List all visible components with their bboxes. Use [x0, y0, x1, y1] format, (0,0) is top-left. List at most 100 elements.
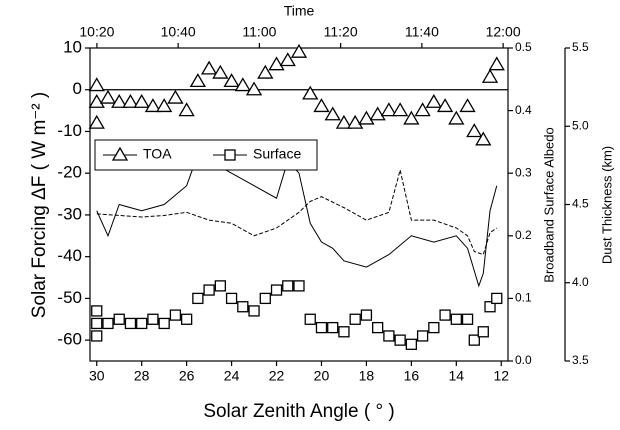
triangle-marker	[448, 110, 465, 125]
square-marker	[405, 338, 418, 350]
triangle-marker	[488, 56, 505, 71]
square-marker	[484, 301, 496, 313]
x2-tick-label: 11:40	[405, 24, 439, 40]
y-tick-label: 10	[63, 37, 82, 56]
triangle-marker	[466, 123, 483, 138]
y2-tick-label: 0.0	[515, 353, 532, 367]
y-axis-label: Solar Forcing ΔF ( W m⁻² )	[29, 92, 50, 318]
square-marker	[416, 330, 429, 342]
square-marker	[349, 313, 361, 325]
triangle-marker	[391, 102, 409, 117]
legend-marker	[224, 149, 236, 161]
square-marker	[203, 284, 215, 296]
square-marker	[439, 309, 451, 321]
square-marker	[136, 317, 148, 330]
legend-label: TOA	[143, 146, 172, 162]
y2-axis-label: Broadband Surface Albedo	[541, 127, 556, 282]
triangle-marker	[313, 98, 330, 113]
triangle-marker	[414, 102, 431, 117]
square-marker	[192, 292, 204, 305]
triangle-marker	[290, 43, 308, 58]
y2-tick-label: 0.3	[515, 165, 532, 179]
y-tick-label: -10	[57, 121, 82, 140]
x-tick-label: 28	[134, 368, 150, 384]
x-tick-label: 26	[179, 368, 195, 384]
triangle-marker	[133, 93, 150, 108]
y3-tick-label: 4.0	[572, 275, 589, 289]
square-marker	[158, 317, 170, 330]
square-marker	[468, 334, 480, 346]
square-marker	[293, 280, 305, 292]
y3-tick-label: 5.5	[572, 40, 589, 54]
x-tick-label: 14	[449, 368, 465, 384]
square-marker	[327, 321, 339, 334]
triangle-marker	[99, 89, 117, 104]
square-marker	[304, 313, 316, 325]
triangle-marker	[156, 98, 173, 113]
triangle-marker	[234, 77, 251, 92]
triangle-marker	[200, 60, 218, 75]
triangle-marker	[122, 93, 139, 108]
x-tick-label: 30	[89, 368, 105, 384]
triangle-marker	[144, 98, 162, 113]
triangle-marker	[178, 102, 195, 117]
square-marker	[214, 280, 226, 292]
square-marker	[225, 292, 238, 305]
square-marker	[147, 313, 159, 325]
x2-tick-label: 11:20	[324, 24, 358, 40]
x2-tick-label: 11:00	[242, 24, 276, 40]
square-marker	[91, 317, 103, 330]
albedo-line	[96, 153, 498, 288]
square-marker	[450, 313, 462, 325]
square-marker	[360, 309, 373, 321]
triangle-marker	[425, 93, 442, 108]
square-marker	[270, 284, 283, 296]
square-marker	[491, 292, 503, 305]
triangle-marker	[279, 52, 296, 67]
triangle-marker	[380, 102, 398, 117]
square-marker	[124, 317, 137, 330]
square-marker	[113, 313, 125, 325]
triangle-marker	[245, 81, 263, 96]
square-marker	[180, 313, 193, 325]
x-tick-label: 12	[493, 368, 509, 384]
y-tick-label: -20	[57, 163, 82, 182]
y-tick-label: -60	[57, 330, 82, 349]
triangle-marker	[88, 77, 105, 92]
triangle-marker	[369, 106, 386, 121]
triangle-marker	[257, 64, 274, 79]
x-axis-label: Solar Zenith Angle ( ° )	[203, 401, 394, 422]
square-marker	[282, 280, 294, 292]
square-marker	[102, 317, 114, 330]
y3-tick-label: 5.0	[572, 118, 589, 132]
square-marker	[169, 309, 182, 321]
square-marker	[428, 321, 440, 334]
y-tick-label: 0	[73, 79, 82, 98]
triangle-marker	[475, 131, 492, 146]
triangle-marker	[111, 93, 128, 108]
square-marker	[315, 321, 328, 334]
triangle-marker	[88, 93, 105, 108]
legend-label: Surface	[253, 146, 301, 162]
square-marker	[338, 326, 350, 338]
square-marker	[394, 334, 406, 346]
triangle-marker	[167, 89, 184, 104]
y3-axis-label: Dust Thickness (km)	[599, 146, 614, 264]
triangle-marker	[88, 114, 105, 129]
x2-tick-label: 10:40	[161, 24, 196, 40]
square-marker	[383, 330, 395, 342]
triangle-marker	[212, 64, 229, 79]
legend-marker	[111, 146, 129, 161]
y2-tick-label: 0.5	[515, 40, 532, 54]
triangle-marker	[403, 110, 420, 125]
triangle-marker	[481, 68, 499, 83]
x-tick-label: 22	[269, 368, 285, 384]
triangle-marker	[347, 114, 364, 129]
x-tick-label: 24	[224, 368, 240, 384]
triangle-marker	[268, 56, 285, 71]
square-marker	[91, 305, 103, 317]
triangle-marker	[436, 98, 454, 113]
dust-line	[96, 169, 498, 256]
y3-tick-label: 4.5	[572, 197, 589, 211]
